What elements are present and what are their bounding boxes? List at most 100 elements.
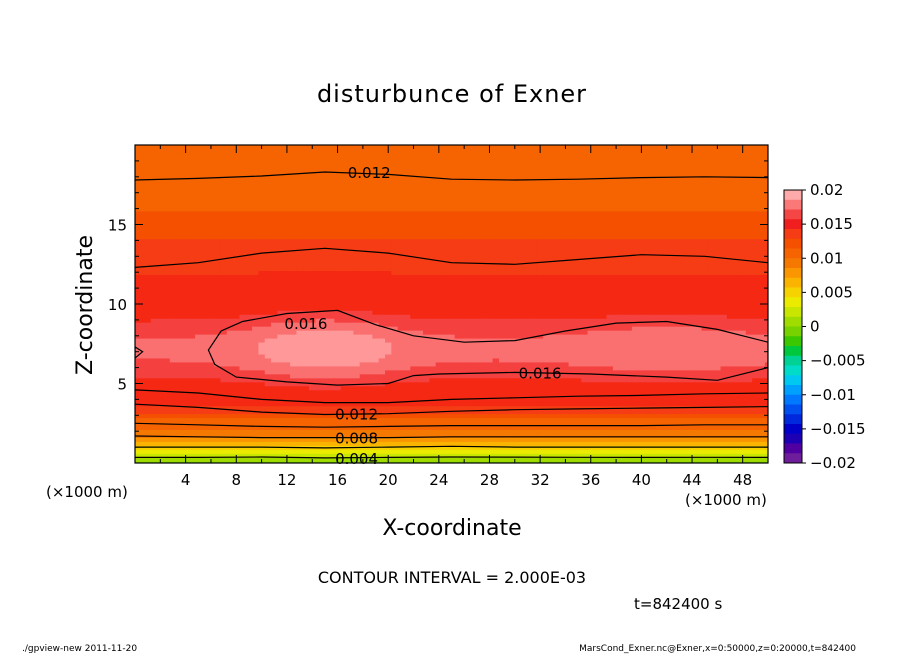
field-cell [473, 298, 481, 303]
field-cell [492, 321, 500, 327]
field-cell [473, 290, 481, 295]
field-cell [138, 389, 146, 395]
field-cell [220, 298, 228, 303]
field-cell [157, 282, 165, 287]
field-cell [214, 146, 222, 152]
field-cell [264, 178, 272, 184]
field-cell [239, 258, 247, 264]
field-cell [226, 218, 234, 224]
field-cell [340, 238, 348, 244]
field-cell [378, 210, 386, 216]
field-cell [353, 250, 361, 256]
field-cell [416, 401, 424, 407]
field-cell [328, 341, 336, 347]
field-cell [207, 190, 215, 196]
field-cell [226, 230, 234, 236]
field-cell [347, 461, 355, 463]
field-cell [378, 145, 386, 148]
field-cell [176, 361, 184, 367]
field-cell [498, 317, 507, 323]
field-cell [277, 373, 285, 379]
field-cell [454, 162, 462, 168]
field-cell [176, 154, 184, 160]
field-cell [372, 246, 380, 252]
field-cell [448, 238, 456, 244]
field-cell [321, 166, 329, 172]
field-cell [498, 214, 507, 220]
field-cell [271, 357, 279, 363]
field-cell [258, 373, 266, 379]
field-cell [416, 329, 424, 335]
field-cell [169, 270, 177, 275]
field-cell [492, 353, 500, 359]
field-cell [391, 206, 399, 212]
field-cell [252, 305, 260, 311]
field-cell [296, 254, 304, 260]
field-cell [201, 329, 209, 335]
field-cell [157, 182, 165, 188]
field-cell [454, 290, 462, 295]
field-cell [366, 361, 374, 367]
field-cell [302, 349, 310, 355]
field-cell [182, 305, 190, 311]
field-cell [467, 270, 475, 275]
field-cell [385, 377, 393, 383]
field-cell [334, 154, 342, 160]
field-cell [404, 290, 412, 295]
field-cell [182, 317, 190, 323]
field-cell [347, 349, 355, 355]
field-cell [245, 262, 253, 268]
field-cell [302, 298, 310, 303]
field-cell [460, 453, 469, 458]
field-cell [233, 170, 241, 176]
field-cell [176, 365, 184, 371]
field-cell [321, 266, 329, 272]
field-cell [454, 202, 462, 208]
field-cell [188, 305, 196, 311]
field-cell [252, 461, 260, 463]
field-cell [239, 242, 247, 248]
field-cell [460, 445, 469, 450]
field-cell [334, 353, 342, 359]
field-cell [182, 286, 190, 291]
field-cell [391, 146, 399, 152]
field-cell [309, 313, 317, 319]
field-cell [302, 345, 310, 351]
field-cell [201, 202, 209, 208]
field-cell [163, 457, 171, 462]
field-cell [207, 373, 215, 379]
field-cell [442, 401, 450, 407]
field-cell [492, 154, 500, 160]
field-cell [264, 150, 272, 156]
field-cell [309, 186, 317, 192]
field-cell [188, 262, 196, 268]
field-cell [479, 429, 488, 434]
field-cell [473, 317, 481, 323]
field-cell [169, 186, 177, 192]
field-cell [486, 250, 494, 256]
field-cell [353, 206, 361, 212]
field-cell [176, 178, 184, 184]
field-cell [347, 294, 355, 299]
field-cell [163, 377, 171, 383]
field-cell [302, 158, 310, 164]
field-cell [404, 421, 412, 427]
field-cell [309, 405, 317, 411]
field-cell [157, 425, 165, 431]
field-cell [302, 206, 310, 212]
field-cell [334, 321, 342, 327]
field-cell [214, 461, 222, 463]
field-cell [182, 369, 190, 375]
field-cell [448, 321, 456, 327]
field-cell [353, 202, 361, 208]
field-cell [454, 145, 462, 148]
field-cell [150, 449, 158, 454]
field-cell [492, 433, 500, 438]
field-cell [176, 150, 184, 156]
field-cell [498, 146, 507, 152]
field-cell [163, 357, 171, 363]
field-cell [328, 437, 336, 442]
field-cell [492, 194, 500, 200]
field-cell [195, 389, 203, 395]
field-cell [334, 393, 342, 399]
